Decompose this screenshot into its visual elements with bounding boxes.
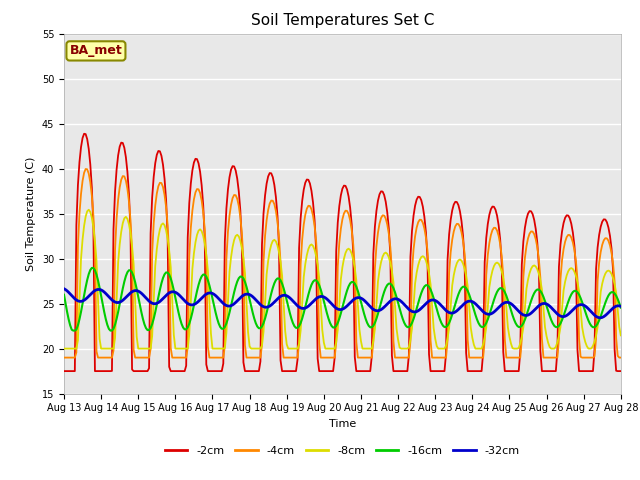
- Y-axis label: Soil Temperature (C): Soil Temperature (C): [26, 156, 36, 271]
- Legend: -2cm, -4cm, -8cm, -16cm, -32cm: -2cm, -4cm, -8cm, -16cm, -32cm: [161, 441, 524, 460]
- Text: BA_met: BA_met: [70, 44, 122, 58]
- Title: Soil Temperatures Set C: Soil Temperatures Set C: [251, 13, 434, 28]
- X-axis label: Time: Time: [329, 419, 356, 429]
